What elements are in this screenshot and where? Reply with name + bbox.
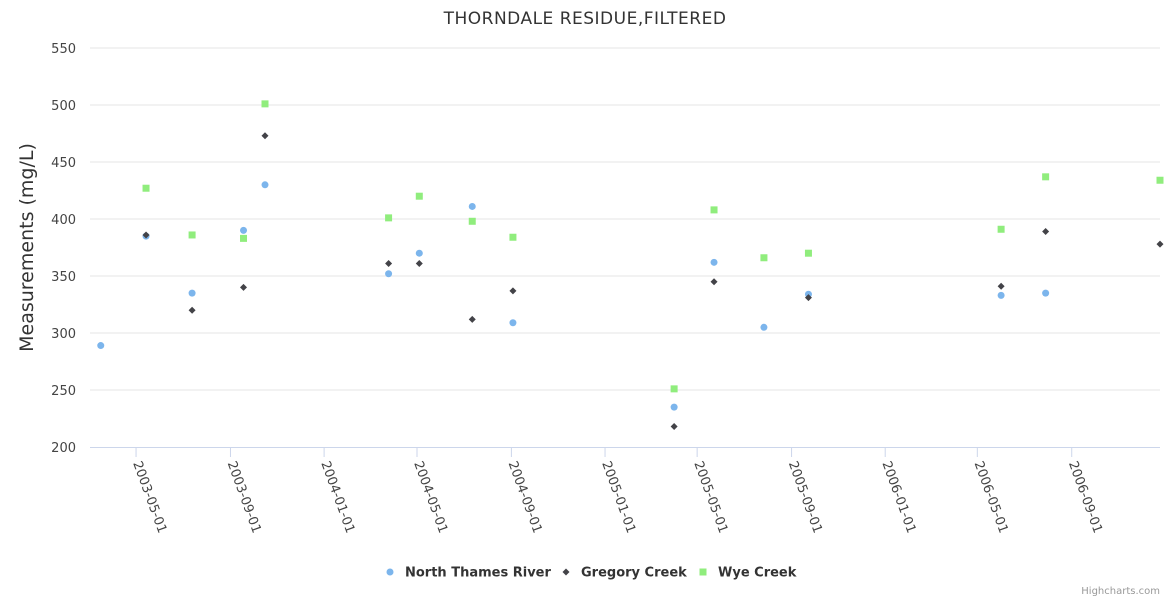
data-point[interactable] xyxy=(760,254,768,262)
data-point[interactable] xyxy=(1156,176,1164,184)
data-point[interactable] xyxy=(240,226,248,234)
y-tick-label: 450 xyxy=(51,156,76,171)
series-wye-creek xyxy=(142,100,1164,393)
data-point[interactable] xyxy=(1156,240,1164,248)
data-point[interactable] xyxy=(804,294,812,302)
data-point[interactable] xyxy=(1042,173,1050,181)
data-point[interactable] xyxy=(415,259,423,267)
x-tick-label: 2006-01-01 xyxy=(878,459,918,535)
data-point[interactable] xyxy=(670,422,678,430)
data-point[interactable] xyxy=(415,249,423,257)
x-tick-label: 2003-09-01 xyxy=(224,459,264,535)
credits-link[interactable]: Highcharts.com xyxy=(1081,586,1160,597)
data-points xyxy=(97,100,1164,430)
y-tick-label: 200 xyxy=(51,441,76,456)
x-tick-label: 2005-05-01 xyxy=(690,459,730,535)
data-point[interactable] xyxy=(710,206,718,214)
legend[interactable]: North Thames River Gregory Creek Wye Creek xyxy=(386,566,797,581)
y-tick-label: 400 xyxy=(51,213,76,228)
data-point[interactable] xyxy=(509,319,517,327)
x-tick-label: 2004-09-01 xyxy=(505,459,545,535)
x-tick-label: 2006-05-01 xyxy=(971,459,1011,535)
legend-symbol[interactable] xyxy=(562,568,570,576)
y-tick-label: 250 xyxy=(51,384,76,399)
data-point[interactable] xyxy=(188,289,196,297)
x-tick-label: 2005-09-01 xyxy=(785,459,825,535)
x-tick-label: 2005-01-01 xyxy=(598,459,638,535)
data-point[interactable] xyxy=(468,315,476,323)
data-point[interactable] xyxy=(385,259,393,267)
data-point[interactable] xyxy=(240,283,248,291)
data-point[interactable] xyxy=(188,231,196,239)
data-point[interactable] xyxy=(385,214,393,222)
legend-label[interactable]: North Thames River xyxy=(405,566,551,581)
data-point[interactable] xyxy=(1042,289,1050,297)
series-north-thames-river xyxy=(97,181,1050,411)
data-point[interactable] xyxy=(240,234,248,242)
data-point[interactable] xyxy=(468,202,476,210)
legend-label[interactable]: Wye Creek xyxy=(718,566,797,581)
legend-symbol[interactable] xyxy=(699,568,707,576)
data-point[interactable] xyxy=(1042,228,1050,236)
data-point[interactable] xyxy=(97,342,105,350)
y-axis: 200 250 300 350 400 450 500 550 xyxy=(51,42,76,456)
data-point[interactable] xyxy=(670,385,678,393)
legend-symbol[interactable] xyxy=(386,568,394,576)
data-point[interactable] xyxy=(142,231,150,239)
data-point[interactable] xyxy=(760,323,768,331)
data-point[interactable] xyxy=(261,181,269,189)
x-tick-label: 2006-09-01 xyxy=(1065,459,1105,535)
data-point[interactable] xyxy=(710,278,718,286)
x-tick-label: 2004-01-01 xyxy=(317,459,357,535)
data-point[interactable] xyxy=(997,225,1005,233)
legend-item[interactable]: Wye Creek xyxy=(699,566,797,581)
y-axis-title: Measurements (mg/L) xyxy=(16,143,38,352)
data-point[interactable] xyxy=(670,403,678,411)
data-point[interactable] xyxy=(385,270,393,278)
data-point[interactable] xyxy=(142,184,150,192)
data-point[interactable] xyxy=(997,291,1005,299)
data-point[interactable] xyxy=(710,258,718,266)
y-tick-label: 300 xyxy=(51,327,76,342)
series-gregory-creek xyxy=(142,132,1164,430)
x-axis: 2003-05-01 2003-09-01 2004-01-01 2004-05-01… xyxy=(90,447,1160,535)
data-point[interactable] xyxy=(509,287,517,295)
y-tick-label: 550 xyxy=(51,42,76,57)
data-point[interactable] xyxy=(997,282,1005,290)
y-tick-label: 350 xyxy=(51,270,76,285)
data-point[interactable] xyxy=(468,217,476,225)
legend-item[interactable]: Gregory Creek xyxy=(562,566,688,581)
data-point[interactable] xyxy=(415,192,423,200)
x-tick-label: 2004-05-01 xyxy=(410,459,450,535)
y-tick-label: 500 xyxy=(51,99,76,114)
data-point[interactable] xyxy=(261,100,269,108)
grid-lines xyxy=(90,47,1160,391)
data-point[interactable] xyxy=(509,233,517,241)
legend-label[interactable]: Gregory Creek xyxy=(581,566,687,581)
chart-title: THORNDALE RESIDUE,FILTERED xyxy=(443,9,727,29)
x-tick-label: 2003-05-01 xyxy=(129,459,169,535)
legend-item[interactable]: North Thames River xyxy=(386,566,552,581)
data-point[interactable] xyxy=(188,306,196,314)
data-point[interactable] xyxy=(261,132,269,140)
data-point[interactable] xyxy=(804,249,812,257)
